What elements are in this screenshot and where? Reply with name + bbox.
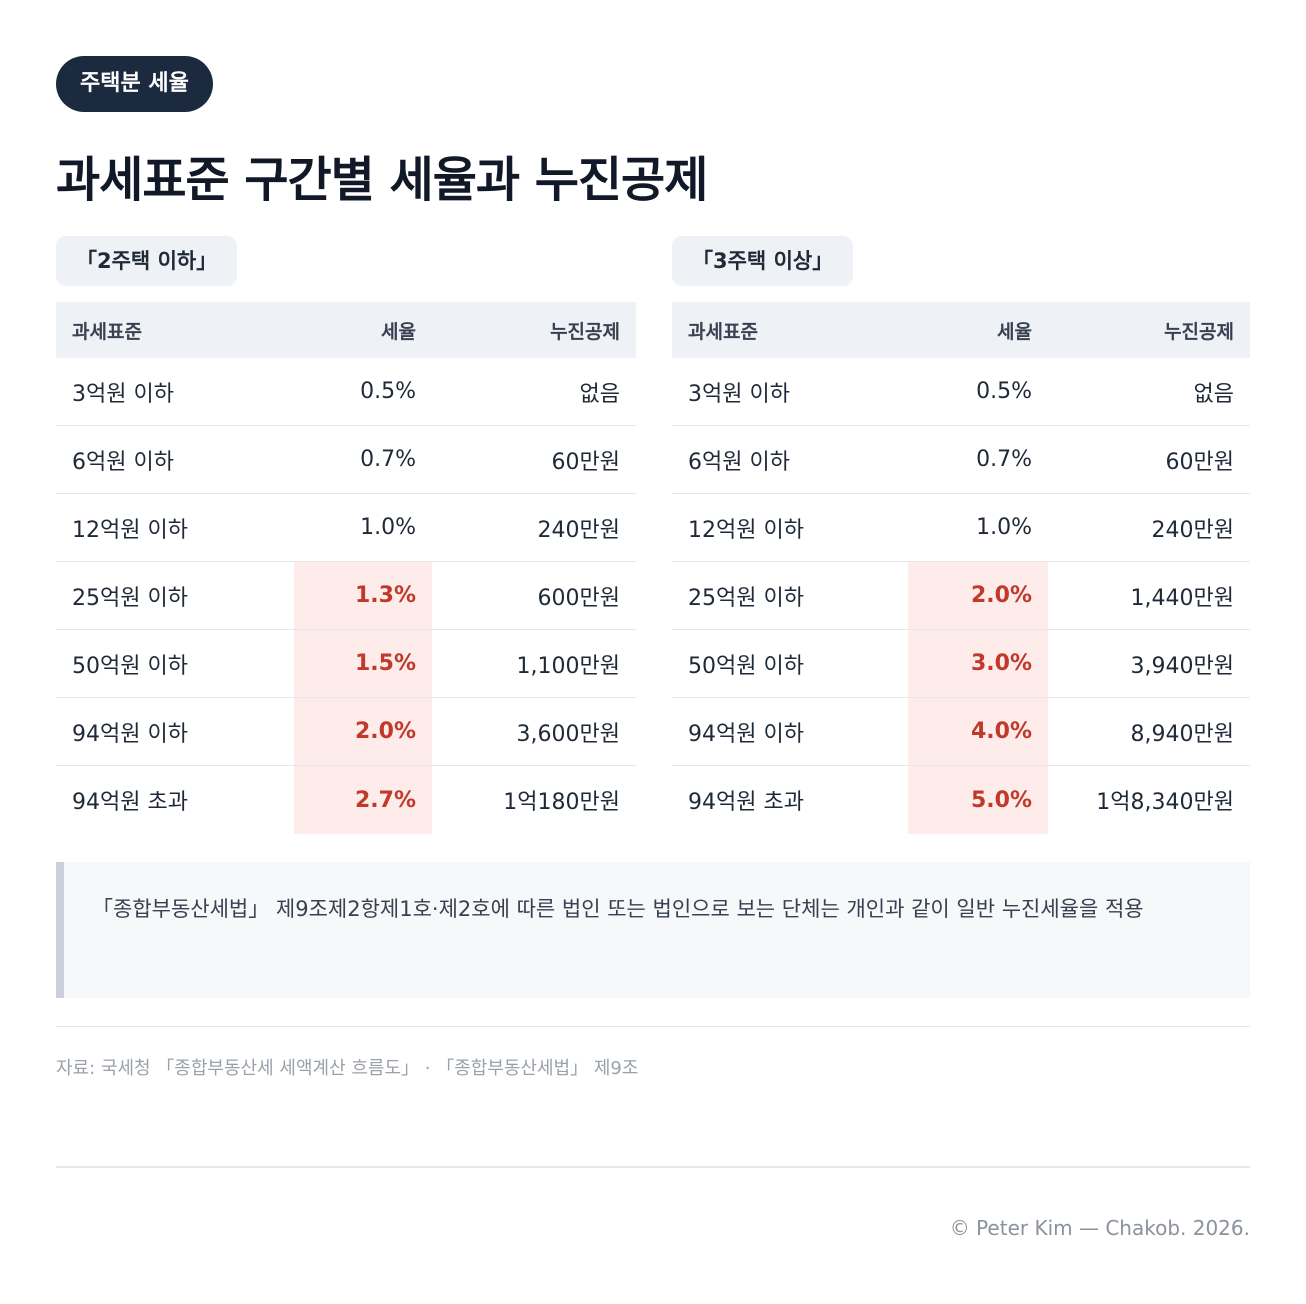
cell-rate: 5.0% <box>908 766 1048 834</box>
cell-deduction: 240만원 <box>537 517 620 543</box>
cell-rate: 0.5% <box>976 379 1032 404</box>
source-text: 자료: 국세청 「종합부동산세 세액계산 흐름도」 · 「종합부동산세법」 제9… <box>56 1058 639 1079</box>
cell-rate: 0.7% <box>360 447 416 472</box>
table-body: 3억원 이하 0.5% 없음 6억원 이하 0.7% 60만원 12억원 이하 1.0% 240… <box>672 358 1250 834</box>
table-row: 3억원 이하 0.5% 없음 <box>672 358 1250 426</box>
header-base: 과세표준 <box>72 320 142 343</box>
cell-deduction: 240만원 <box>1151 517 1234 543</box>
cell-deduction: 없음 <box>1193 381 1234 407</box>
cell-deduction: 3,600만원 <box>516 721 620 747</box>
cell-base: 50억원 이하 <box>688 653 804 679</box>
table-row: 50억원 이하 1.5% 1,100만원 <box>56 630 636 698</box>
header-deduction: 누진공제 <box>550 320 620 343</box>
cell-deduction: 8,940만원 <box>1130 721 1234 747</box>
copyright-text: © Peter Kim — Chakob. 2026. <box>949 1216 1250 1240</box>
cell-deduction: 1억8,340만원 <box>1096 790 1234 815</box>
panel-label: 「3주택 이상」 <box>672 236 854 286</box>
cell-rate: 0.5% <box>360 379 416 404</box>
page-title: 과세표준 구간별 세율과 누진공제 <box>56 152 708 208</box>
rate-table: 과세표준 세율 누진공제 3억원 이하 0.5% 없음 6억원 이하 0.7% 60만원 1… <box>672 302 1250 834</box>
category-tag: 주택분 세율 <box>56 56 213 112</box>
cell-base: 6억원 이하 <box>72 449 174 475</box>
table-row: 50억원 이하 3.0% 3,940만원 <box>672 630 1250 698</box>
cell-deduction: 1,100만원 <box>516 653 620 679</box>
cell-deduction: 60만원 <box>551 449 620 475</box>
table-row: 6억원 이하 0.7% 60만원 <box>56 426 636 494</box>
panel-label: 「2주택 이하」 <box>56 236 238 286</box>
cell-rate: 2.7% <box>294 766 432 834</box>
cell-rate: 1.3% <box>294 562 432 629</box>
table-row: 94억원 이하 2.0% 3,600만원 <box>56 698 636 766</box>
cell-base: 94억원 이하 <box>72 721 188 747</box>
table-row: 94억원 초과 5.0% 1억8,340만원 <box>672 766 1250 834</box>
table-row: 12억원 이하 1.0% 240만원 <box>56 494 636 562</box>
note-box: 「종합부동산세법」 제9조제2항제1호·제2호에 따른 법인 또는 법인으로 보… <box>56 862 1250 998</box>
header-deduction: 누진공제 <box>1164 320 1234 343</box>
rate-table: 과세표준 세율 누진공제 3억원 이하 0.5% 없음 6억원 이하 0.7% 60만원 1… <box>56 302 636 834</box>
table-row: 94억원 이하 4.0% 8,940만원 <box>672 698 1250 766</box>
table-header: 과세표준 세율 누진공제 <box>56 302 636 358</box>
cell-base: 6억원 이하 <box>688 449 790 475</box>
table-row: 3억원 이하 0.5% 없음 <box>56 358 636 426</box>
cell-rate: 2.0% <box>294 698 432 765</box>
cell-base: 25억원 이하 <box>688 585 804 611</box>
table-row: 25억원 이하 1.3% 600만원 <box>56 562 636 630</box>
cell-deduction: 60만원 <box>1165 449 1234 475</box>
table-body: 3억원 이하 0.5% 없음 6억원 이하 0.7% 60만원 12억원 이하 1.0% 240… <box>56 358 636 834</box>
cell-deduction: 600만원 <box>537 585 620 611</box>
table-panel-2-houses: 「2주택 이하」 과세표준 세율 누진공제 3억원 이하 0.5% 없음 6억원 이하… <box>56 236 636 834</box>
table-row: 12억원 이하 1.0% 240만원 <box>672 494 1250 562</box>
cell-base: 12억원 이하 <box>72 517 188 543</box>
cell-deduction: 1,440만원 <box>1130 585 1234 611</box>
cell-base: 94억원 이하 <box>688 721 804 747</box>
cell-base: 3억원 이하 <box>688 381 790 407</box>
cell-rate: 1.0% <box>360 515 416 540</box>
cell-rate: 4.0% <box>908 698 1048 765</box>
header-rate: 세율 <box>997 320 1032 343</box>
table-row: 94억원 초과 2.7% 1억180만원 <box>56 766 636 834</box>
table-row: 6억원 이하 0.7% 60만원 <box>672 426 1250 494</box>
header-rate: 세율 <box>381 320 416 343</box>
cell-base: 50억원 이하 <box>72 653 188 679</box>
cell-rate: 3.0% <box>908 630 1048 697</box>
divider <box>56 1166 1250 1168</box>
cell-base: 12억원 이하 <box>688 517 804 543</box>
cell-base: 94억원 초과 <box>72 790 188 815</box>
divider <box>56 1026 1250 1027</box>
cell-deduction: 3,940만원 <box>1130 653 1234 679</box>
table-row: 25억원 이하 2.0% 1,440만원 <box>672 562 1250 630</box>
cell-base: 94억원 초과 <box>688 790 804 815</box>
cell-deduction: 1억180만원 <box>503 790 620 815</box>
cell-base: 3억원 이하 <box>72 381 174 407</box>
cell-rate: 2.0% <box>908 562 1048 629</box>
note-text: 「종합부동산세법」 제9조제2항제1호·제2호에 따른 법인 또는 법인으로 보… <box>92 897 1144 921</box>
cell-base: 25억원 이하 <box>72 585 188 611</box>
table-header: 과세표준 세율 누진공제 <box>672 302 1250 358</box>
header-base: 과세표준 <box>688 320 758 343</box>
cell-rate: 1.0% <box>976 515 1032 540</box>
cell-rate: 0.7% <box>976 447 1032 472</box>
cell-rate: 1.5% <box>294 630 432 697</box>
table-panel-3-houses: 「3주택 이상」 과세표준 세율 누진공제 3억원 이하 0.5% 없음 6억원 이하… <box>672 236 1250 834</box>
cell-deduction: 없음 <box>579 381 620 407</box>
